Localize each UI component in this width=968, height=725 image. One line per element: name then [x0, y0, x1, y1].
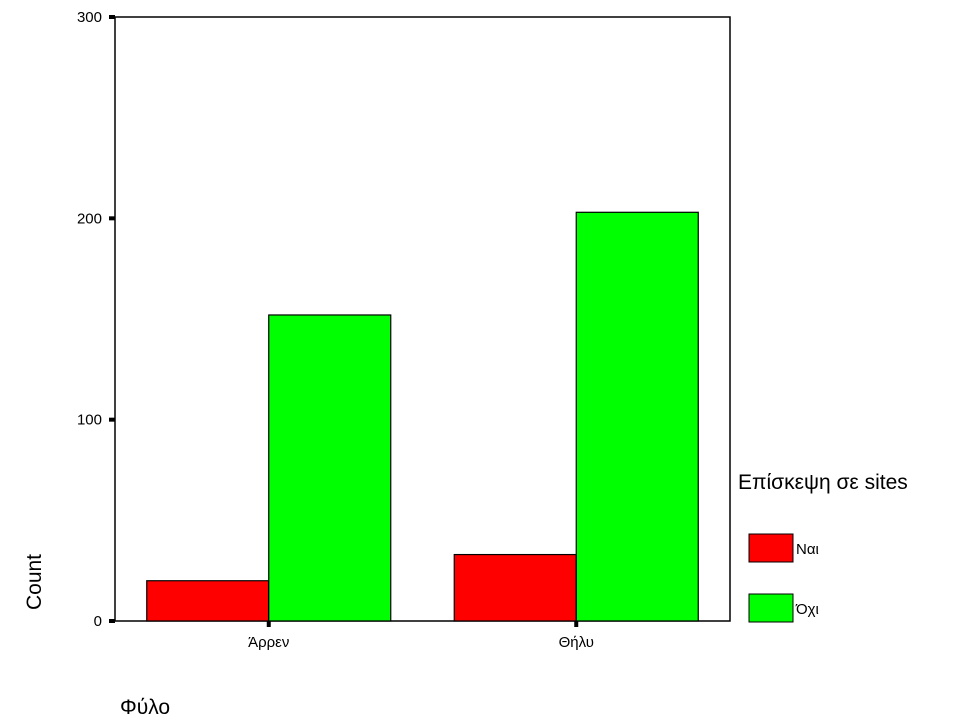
legend-title: Επίσκεψη σε sites: [738, 471, 908, 494]
legend: Ναι Όχι: [748, 533, 819, 623]
y-tick-label: 300: [77, 9, 102, 26]
legend-label-ochi: Όχι: [795, 601, 819, 618]
x-tick-label: Θήλυ: [559, 634, 594, 651]
bar-nai-2: [453, 553, 577, 622]
bar-ochi-1: [268, 314, 392, 622]
y-tick-label: 200: [77, 210, 102, 227]
legend-swatch-nai: [748, 533, 794, 563]
y-axis-ticks: 0 100 200 300: [77, 9, 115, 630]
y-axis-title: Count: [23, 554, 46, 610]
bars-group: [146, 211, 699, 622]
bar-nai-1: [146, 580, 270, 622]
x-axis-title: Φύλο: [120, 696, 170, 719]
legend-swatch-ochi: [748, 593, 794, 623]
x-tick-label: Άρρεν: [248, 634, 289, 651]
x-axis-ticks: Άρρεν Θήλυ: [248, 621, 594, 651]
bar-ochi-2: [575, 211, 699, 622]
legend-label-nai: Ναι: [796, 541, 819, 558]
y-tick-label: 0: [94, 613, 102, 630]
y-tick-label: 100: [77, 412, 102, 429]
